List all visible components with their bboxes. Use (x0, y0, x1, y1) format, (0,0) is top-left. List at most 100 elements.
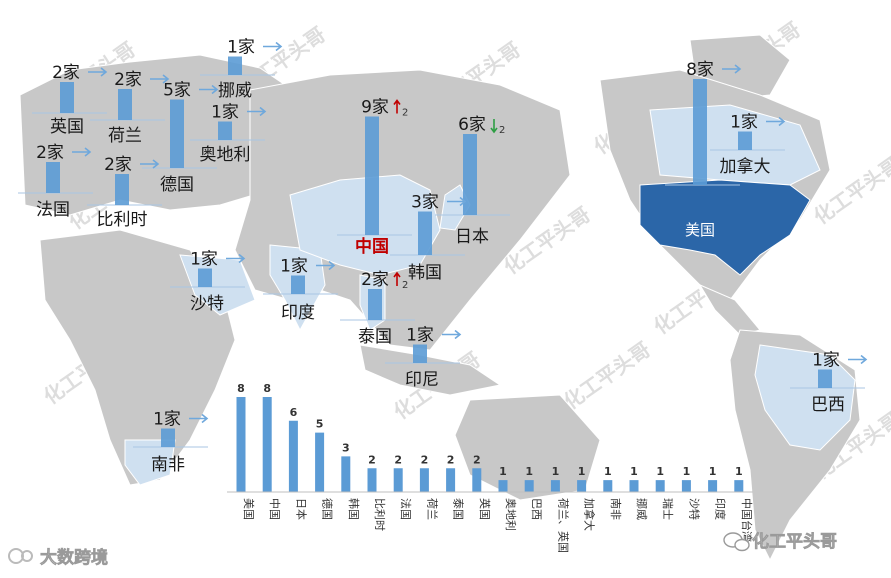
bar-value-label: 1 (578, 465, 586, 478)
marker-bar (818, 369, 832, 388)
marker-bar (161, 428, 175, 447)
bar-category-label: 瑞士 (661, 498, 675, 520)
arrow-right-icon (140, 159, 160, 169)
bar-value-label: 1 (656, 465, 664, 478)
marker-bar (418, 211, 432, 255)
brand-right: 化工平头哥 (723, 531, 837, 552)
bar (367, 468, 377, 492)
bar-category-label: 日本 (294, 498, 308, 520)
marker-country-label: 德国 (160, 175, 194, 195)
arrow-right-icon (263, 41, 283, 52)
bar-value-label: 8 (263, 382, 271, 395)
bar-category-label: 奥地利 (504, 498, 518, 531)
marker-country-label: 奥地利 (200, 145, 251, 165)
marker-country-label: 比利时 (97, 210, 148, 230)
marker-bar (738, 131, 752, 150)
brand-left-logo-icon (8, 548, 33, 564)
bar-category-label: 比利时 (373, 498, 386, 531)
marker-bar (291, 275, 305, 294)
bar (708, 480, 718, 492)
bar-value-label: 5 (316, 418, 324, 431)
marker-country-label: 日本 (455, 227, 489, 247)
bar-value-label: 1 (552, 465, 560, 478)
bar-value-label: 2 (368, 453, 376, 466)
marker-bar (413, 344, 427, 363)
marker-count-label: 1家 (812, 351, 840, 371)
brand-left: 大数跨境 (8, 547, 108, 568)
marker-country-label: 美国 (685, 221, 715, 239)
bar-value-label: 2 (421, 453, 429, 466)
marker-country-label: 沙特 (190, 294, 224, 314)
marker-country-label: 英国 (50, 117, 84, 137)
marker-count-label: 1家 (211, 103, 239, 123)
marker-count-label: 6家 (458, 115, 486, 135)
marker-bar (228, 56, 242, 75)
marker-count-label: 2家 (52, 63, 80, 83)
arrow-right-icon (442, 329, 462, 340)
bar-value-label: 2 (473, 453, 481, 466)
marker-country-label: 巴西 (811, 395, 845, 415)
marker-country-label: 南非 (151, 455, 185, 475)
bar-value-label: 8 (237, 382, 245, 395)
bar-value-label: 2 (394, 453, 402, 466)
bar-category-label: 法国 (399, 498, 413, 520)
australia-land (454, 394, 601, 501)
marker-count-label: 1家 (227, 38, 255, 58)
bar-category-label: 中国 (268, 498, 281, 520)
marker-bar (218, 121, 232, 140)
marker-change-label: 2 (402, 108, 408, 119)
bar-chart: 8 美国 8 中国 6 日本 5 德国 3 韩国 2 比利时 2 法国 2 荷兰 2 泰国 2 英国 1 奥地利 1 巴西 1 荷… (227, 382, 754, 553)
bar (288, 420, 298, 492)
bar-category-label: 韩国 (347, 498, 361, 520)
marker-country-label: 荷兰 (108, 126, 142, 146)
brand-right-text: 化工平头哥 (752, 531, 837, 552)
marker-country-label: 挪威 (218, 81, 252, 101)
marker-bar (198, 268, 212, 287)
marker-country-label: 泰国 (358, 327, 392, 347)
bar-value-label: 3 (342, 441, 350, 454)
marker-bar (368, 289, 382, 320)
bar (472, 468, 482, 492)
bar (236, 397, 246, 492)
bar-category-label: 荷兰 (425, 498, 438, 520)
marker-bar (46, 162, 60, 193)
bar (655, 480, 665, 492)
marker-change-label: 2 (499, 125, 505, 136)
bar (524, 480, 534, 492)
marker-count-label: 1家 (153, 410, 181, 430)
arrow-up-icon (393, 99, 401, 114)
bar-category-label: 南非 (609, 498, 622, 520)
bar-value-label: 1 (630, 465, 638, 478)
indonesia-land (359, 344, 502, 396)
marker-bar (365, 116, 379, 235)
bar (393, 468, 403, 492)
map-marker: 6家 2 日本 (435, 115, 510, 247)
arrow-right-icon (316, 260, 336, 271)
brand-left-text: 大数跨境 (40, 547, 108, 568)
usa-land (639, 179, 811, 276)
bar-value-label: 1 (499, 465, 507, 478)
arrow-right-icon (247, 106, 267, 117)
bar (577, 480, 587, 492)
bar-category-label: 美国 (242, 498, 255, 520)
bar-category-label: 巴西 (530, 498, 543, 520)
bar-value-label: 2 (447, 453, 455, 466)
bar-category-label: 挪威 (635, 498, 649, 520)
arrow-up-icon (393, 271, 401, 286)
marker-change-label: 2 (402, 280, 408, 291)
watermark-text: 化工平头哥 (559, 337, 655, 414)
